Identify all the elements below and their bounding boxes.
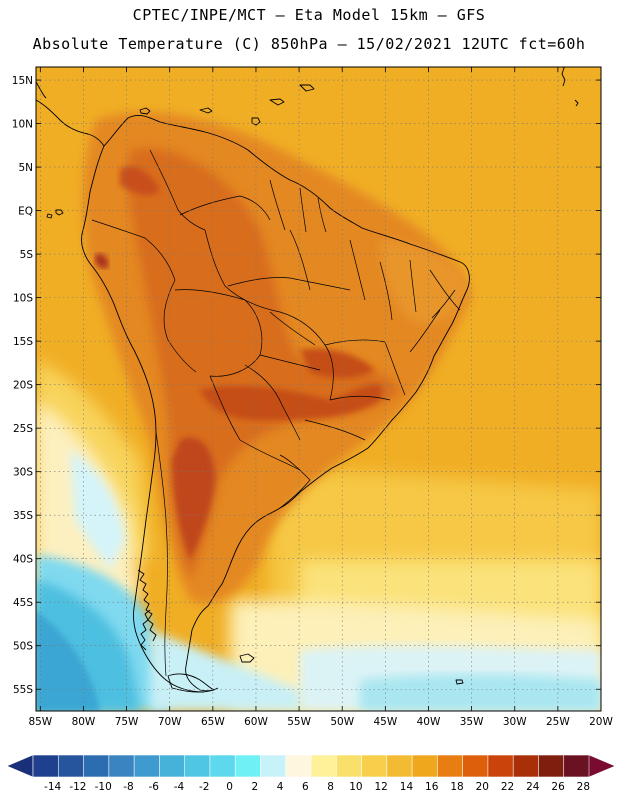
colorbar-label: 8 [327,781,334,793]
colorbar-label: 6 [302,781,309,793]
longitude-labels: 85W 80W 75W 70W 65W 60W 55W 50W 45W 40W 35W 30W 25W 2… [28,716,613,728]
colorbar-swatch [386,754,413,778]
lon-label: 65W [201,716,225,728]
lat-label: 10S [13,293,33,305]
country-borders [91,149,461,677]
colorbar-label: 28 [577,781,590,793]
colorbar-swatch [234,754,262,778]
map-title-line-1: CPTEC/INPE/MCT – Eta Model 15km – GFS [132,6,486,24]
lon-label: 55W [287,716,311,728]
colorbar-label: 20 [476,781,489,793]
lon-label: 60W [244,716,268,728]
lon-label: 20W [589,716,613,728]
colorbar-under-arrow [6,754,34,778]
lon-label: 30W [503,716,527,728]
colorbar-swatch [538,754,565,778]
colorbar-swatch [209,754,236,778]
lon-label: 50W [330,716,354,728]
colorbar-swatch [512,754,540,778]
coastlines [36,67,579,693]
lon-label: 40W [417,716,441,728]
lat-label: 5S [20,249,34,261]
lat-label: 45S [13,597,33,609]
colorbar-label: -12 [69,781,86,793]
colorbar-swatch [57,754,85,778]
colorbar-over-arrow [588,754,616,778]
colorbar-labels: -14 -12 -10 -8 -6 -4 -2 0 2 4 6 8 10 12 14 16 18 20 22 24 26… [44,781,590,793]
colorbar-swatch [437,754,464,778]
colorbar-label: 14 [400,781,414,793]
lat-label: 50S [13,641,33,653]
lon-label: 45W [373,716,397,728]
colorbar-swatch [184,754,211,778]
lat-label: 40S [13,554,33,566]
colorbar-swatch [563,754,590,778]
colorbar-label: -6 [148,781,159,793]
lat-label: EQ [18,206,33,218]
lon-label: 70W [158,716,182,728]
colorbar-label: 4 [277,781,284,793]
lat-label: 35S [13,510,33,522]
lon-label: 25W [546,716,570,728]
lat-label: 15N [12,75,33,87]
lon-label: 85W [28,716,52,728]
lat-label: 20S [13,380,33,392]
colorbar-label: -8 [123,781,133,793]
lat-label: 25S [13,423,33,435]
lat-label: 5N [18,162,33,174]
map-title-line-2: Absolute Temperature (C) 850hPa – 15/02/… [32,35,586,53]
axis-ticks [36,67,602,711]
colorbar-label: 2 [251,781,258,793]
colorbar-label: -4 [174,781,185,793]
lat-label: 30S [13,467,33,479]
lon-label: 80W [72,716,96,728]
colorbar-swatch [159,754,186,778]
colorbar-label: 16 [425,781,439,793]
colorbar-label: -10 [95,781,112,793]
colorbar-label: -14 [44,781,61,793]
colorbar-swatch [108,754,135,778]
colorbar-label: 0 [226,781,233,793]
colorbar-label: 22 [501,781,514,793]
colorbar-label: 18 [450,781,463,793]
colorbar-swatch [361,754,388,778]
colorbar-swatch [32,754,59,778]
temperature-colorbar [6,754,616,778]
colorbar-label: -2 [199,781,209,793]
colorbar-swatch [310,754,337,778]
colorbar-label: 26 [551,781,565,793]
colorbar-label: 24 [526,781,540,793]
colorbar-label: 12 [374,781,387,793]
colorbar-swatch [260,754,287,778]
colorbar-swatch [133,754,160,778]
lon-label: 75W [115,716,139,728]
colorbar-swatch [411,754,438,778]
map-frame [35,66,602,712]
colorbar-swatch [335,754,363,778]
lat-label: 10N [12,119,33,131]
colorbar-swatch [83,754,110,778]
colorbar-swatch [285,754,312,778]
colorbar-swatch [487,754,514,778]
lon-label: 35W [460,716,484,728]
colorbar-swatch [462,754,489,778]
temperature-field [36,67,601,711]
lat-label: 55S [13,684,33,696]
lat-label: 15S [13,336,33,348]
latitude-labels: 15N 10N 5N EQ 5S 10S 15S 20S 25S 30S 35S 40S 45S 50S 5… [12,75,34,696]
colorbar-label: 10 [349,781,362,793]
